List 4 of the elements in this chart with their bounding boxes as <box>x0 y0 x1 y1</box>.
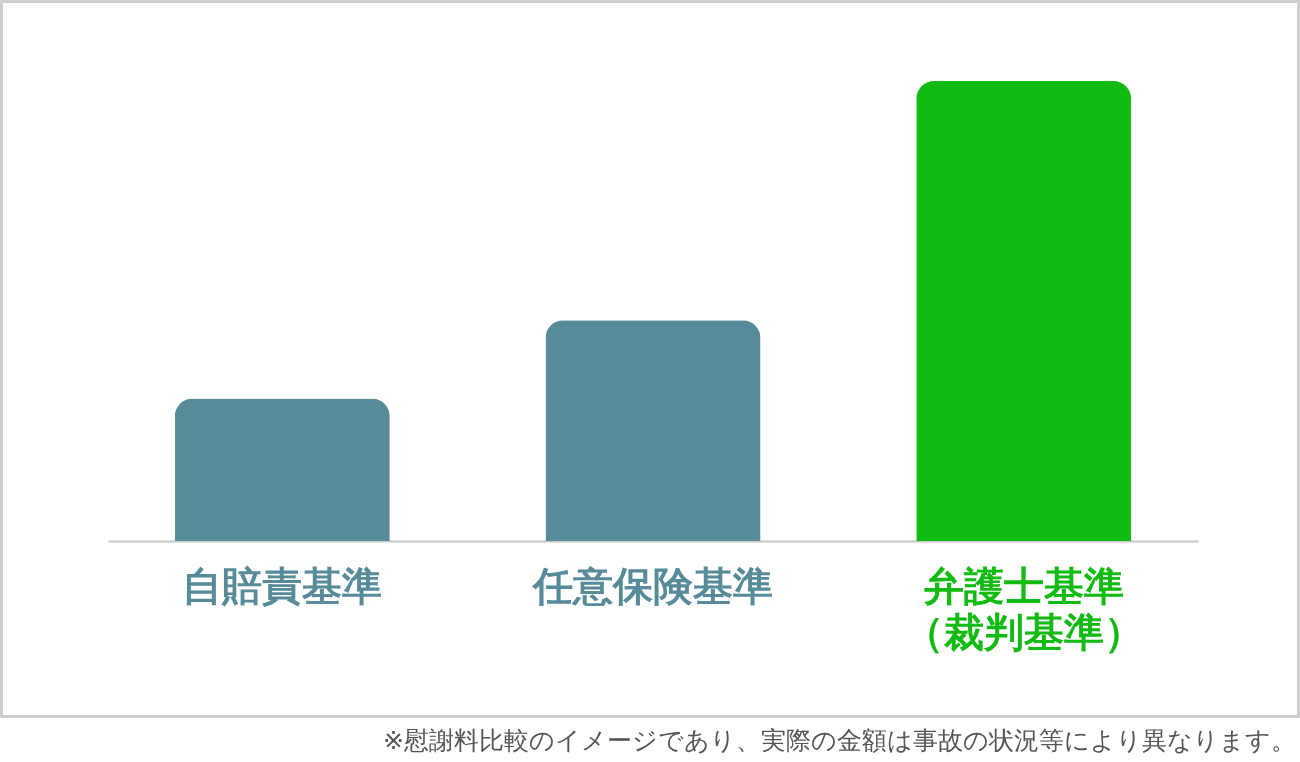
x-tick-label: 自賠責基準 <box>182 562 383 609</box>
x-tick-label: 任意保険基準 <box>531 562 773 609</box>
x-tick-label: 弁護士基準（裁判基準） <box>903 562 1144 655</box>
text: ※慰謝料比較のイメージであり、実際の金額は事故の状況等により異なります。 <box>383 725 1296 757</box>
